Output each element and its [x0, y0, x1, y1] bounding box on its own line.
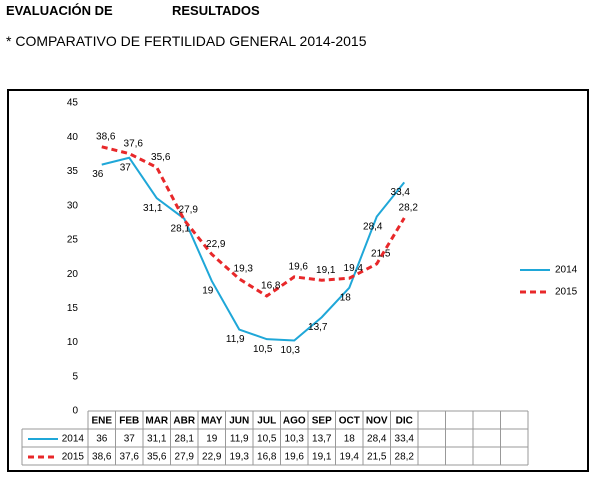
data-label: 27,9 — [179, 205, 199, 216]
data-label: 18 — [340, 292, 352, 303]
table-cell: 37,6 — [120, 452, 140, 463]
series-line — [101, 145, 406, 298]
table-cell: 21,5 — [367, 452, 387, 463]
x-tick-label: MAR — [145, 416, 169, 427]
y-tick-label: 5 — [72, 371, 78, 382]
table-cell: 10,3 — [285, 434, 305, 445]
x-tick-label: DIC — [396, 416, 413, 427]
y-tick-label: 45 — [67, 98, 79, 109]
y-tick-label: 35 — [67, 166, 79, 177]
data-label: 31,1 — [143, 203, 163, 214]
data-label: 33,4 — [391, 187, 411, 198]
data-label: 28,1 — [171, 223, 191, 234]
table-cell: 28,1 — [175, 434, 195, 445]
data-label: 19,4 — [344, 263, 364, 274]
heading-right: RESULTADOS — [172, 3, 260, 18]
y-tick-label: 10 — [67, 337, 79, 348]
subtitle: * COMPARATIVO DE FERTILIDAD GENERAL 2014… — [6, 33, 367, 49]
table-cell: 19,4 — [340, 452, 360, 463]
table-cell: 10,5 — [257, 434, 277, 445]
y-tick-label: 20 — [67, 269, 79, 280]
data-label: 35,6 — [151, 152, 171, 163]
x-tick-label: SEP — [312, 416, 332, 427]
table-cell: 18 — [344, 434, 356, 445]
data-label: 19,3 — [234, 264, 254, 275]
table-cell: 19,1 — [312, 452, 332, 463]
data-label: 10,5 — [253, 344, 273, 355]
table-cell: 11,9 — [230, 434, 249, 445]
data-label: 28,4 — [363, 221, 383, 232]
x-tick-label: ABR — [173, 416, 195, 427]
x-tick-label: OCT — [339, 416, 360, 427]
table-cell: 35,6 — [147, 452, 167, 463]
table-cell: 16,8 — [257, 452, 277, 463]
table-cell: 19,3 — [230, 452, 250, 463]
table-cell: 22,9 — [202, 452, 222, 463]
data-label: 28,2 — [399, 203, 419, 214]
x-tick-label: NOV — [366, 416, 388, 427]
x-tick-label: JUL — [257, 416, 276, 427]
data-label: 36 — [92, 169, 104, 180]
data-label: 11,9 — [226, 334, 245, 345]
chart-frame — [7, 89, 589, 472]
table-row-header: 2014 — [62, 434, 85, 445]
heading-left: EVALUACIÓN DE — [6, 3, 113, 18]
data-label: 13,7 — [308, 322, 328, 333]
table-cell: 36 — [96, 434, 108, 445]
table-cell: 19,6 — [285, 452, 305, 463]
y-tick-label: 40 — [67, 132, 79, 143]
legend-label: 2015 — [555, 287, 578, 298]
table-cell: 33,4 — [395, 434, 415, 445]
x-tick-label: AGO — [283, 416, 306, 427]
data-label: 22,9 — [206, 239, 226, 250]
table-cell: 38,6 — [92, 452, 112, 463]
table-cell: 27,9 — [175, 452, 195, 463]
data-label: 37 — [120, 162, 132, 173]
data-label: 19,1 — [316, 265, 336, 276]
legend-label: 2014 — [555, 265, 578, 276]
data-label: 38,6 — [96, 131, 116, 142]
x-tick-label: JUN — [229, 416, 249, 427]
x-tick-label: FEB — [119, 416, 139, 427]
table-cell: 19 — [206, 434, 218, 445]
data-label: 21,5 — [371, 248, 391, 259]
table-cell: 31,1 — [147, 434, 167, 445]
data-label: 16,8 — [261, 281, 281, 292]
table-row-header: 2015 — [62, 452, 85, 463]
table-cell: 28,2 — [395, 452, 415, 463]
data-label: 10,3 — [281, 345, 301, 356]
y-tick-label: 15 — [67, 303, 79, 314]
table-cell: 13,7 — [312, 434, 332, 445]
data-label: 37,6 — [124, 138, 144, 149]
y-tick-label: 30 — [67, 200, 79, 211]
table-cell: 28,4 — [367, 434, 387, 445]
table-cell: 37 — [124, 434, 136, 445]
y-tick-label: 25 — [67, 235, 79, 246]
x-tick-label: MAY — [201, 416, 223, 427]
x-tick-label: ENE — [91, 416, 112, 427]
data-label: 19,6 — [289, 261, 309, 272]
y-tick-label: 0 — [72, 406, 78, 417]
data-label: 19 — [202, 286, 214, 297]
